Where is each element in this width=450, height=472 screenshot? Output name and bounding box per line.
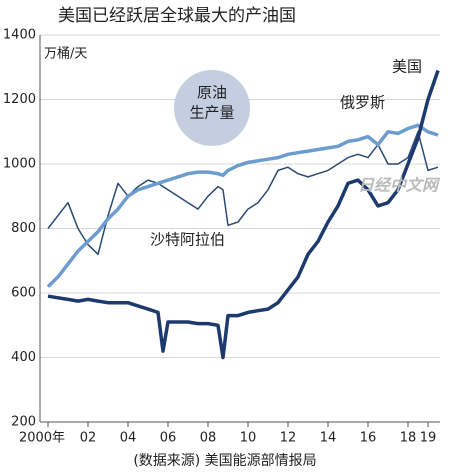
series-line	[47, 69, 440, 360]
series-label: 美国	[392, 58, 422, 76]
series-label: 俄罗斯	[340, 94, 385, 112]
x-tick-label: 04	[120, 431, 137, 446]
x-tick-label: 08	[200, 431, 217, 446]
x-tick-label: 02	[80, 431, 97, 446]
y-tick-label: 600	[11, 286, 36, 301]
y-tick-label: 800	[11, 221, 36, 236]
x-tick-label: 14	[320, 431, 337, 446]
plot	[39, 34, 440, 427]
x-tick-label: 19	[420, 431, 437, 446]
x-tick-label: 18	[400, 431, 417, 446]
y-unit: 万桶/天	[44, 47, 87, 62]
annotation-circle	[174, 70, 250, 146]
y-tick-label: 1200	[3, 92, 36, 107]
series-label: 沙特阿拉伯	[150, 231, 225, 249]
annotation-text: 原油	[197, 84, 227, 102]
y-tick-label: 200	[11, 415, 36, 430]
y-tick-label: 400	[11, 350, 36, 365]
x-tick-label: 2000年	[19, 431, 65, 446]
annotation-text: 生产量	[189, 104, 234, 122]
x-tick-label: 06	[160, 431, 177, 446]
chart-title: 美国已经跃居全球最大的产油国	[58, 6, 296, 26]
y-tick-label: 1400	[3, 28, 36, 43]
x-tick-label: 10	[240, 431, 257, 446]
series-line	[46, 123, 439, 288]
y-tick-label: 1000	[3, 157, 36, 172]
watermark: 日经中文网	[358, 176, 441, 195]
x-tick-label: 16	[360, 431, 377, 446]
source: (数据来源) 美国能源部情报局	[133, 453, 316, 469]
x-tick-label: 12	[280, 431, 297, 446]
series-line	[47, 131, 439, 256]
